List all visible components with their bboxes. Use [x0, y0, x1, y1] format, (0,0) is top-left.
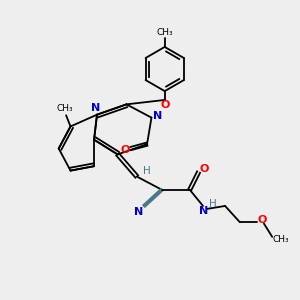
- Text: N: N: [134, 207, 143, 218]
- Text: O: O: [120, 145, 130, 155]
- Text: N: N: [199, 206, 208, 216]
- Text: CH₃: CH₃: [272, 235, 289, 244]
- Text: CH₃: CH₃: [156, 28, 173, 37]
- Text: H: H: [209, 200, 217, 209]
- Text: N: N: [91, 103, 100, 113]
- Text: CH₃: CH₃: [57, 104, 74, 113]
- Text: O: O: [199, 164, 208, 174]
- Text: O: O: [257, 215, 267, 225]
- Text: H: H: [143, 166, 151, 176]
- Text: N: N: [153, 111, 163, 121]
- Text: O: O: [160, 100, 170, 110]
